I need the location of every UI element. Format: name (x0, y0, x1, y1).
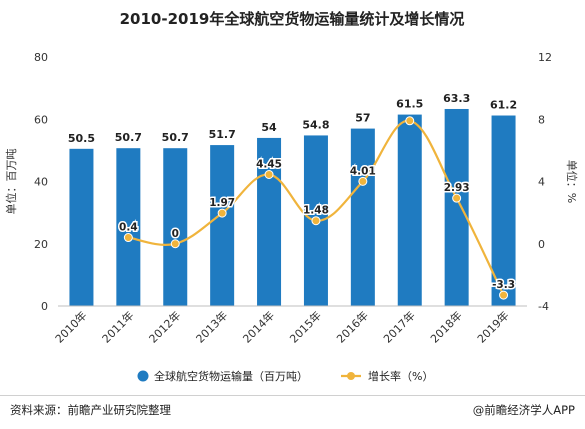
growth-line (128, 119, 505, 296)
bar (210, 145, 235, 306)
y-right-axis-title: 单位：% (565, 160, 579, 203)
bar (397, 114, 422, 306)
y-left-tick-label: 80 (34, 51, 48, 64)
growth-value-label: 0 (172, 228, 179, 240)
bar (444, 108, 469, 306)
y-left-tick-label: 20 (34, 238, 48, 251)
growth-value-label: 1.97 (209, 197, 235, 209)
source-note: 资料来源：前瞻产业研究院整理 (10, 403, 171, 417)
y-right-tick-label: 0 (538, 238, 545, 251)
footer-divider (0, 395, 585, 396)
growth-point (264, 169, 274, 179)
x-tick-label: 2015年 (287, 308, 324, 345)
y-left-axis-title: 单位：百万吨 (4, 149, 18, 215)
y-left-tick-label: 40 (34, 176, 48, 189)
legend-line-label: 增长率（%） (368, 369, 433, 383)
bar-value-label: 61.5 (396, 98, 423, 111)
bar (116, 148, 141, 306)
growth-value-label: 2.93 (444, 182, 470, 194)
bar-value-label: 61.2 (490, 99, 517, 112)
legend-bar-marker (137, 370, 149, 382)
growth-value-label: 0.4 (119, 222, 138, 234)
bar-value-label: 50.7 (115, 131, 142, 144)
growth-point (170, 239, 180, 249)
growth-point (405, 116, 415, 126)
x-tick-label: 2013年 (193, 308, 230, 345)
bar (69, 148, 94, 306)
growth-point (123, 233, 133, 243)
growth-point (311, 216, 321, 226)
x-tick-label: 2011年 (99, 308, 136, 345)
plot-area: 0 20 40 60 80 -4 0 4 8 12 单位：百万吨 单位：% 50.5 50.7 50.7 51… (4, 51, 579, 383)
growth-point (358, 176, 368, 186)
legend-bar-label: 全球航空货物运输量（百万吨） (154, 369, 308, 383)
bar-value-label: 51.7 (209, 128, 236, 141)
legend-line-dot (347, 372, 355, 380)
x-tick-label: 2016年 (333, 308, 370, 345)
x-tick-label: 2012年 (146, 308, 183, 345)
y-right-tick-label: 4 (538, 176, 545, 189)
y-right-tick-label: 12 (538, 51, 552, 64)
bar (350, 128, 375, 306)
bar (163, 148, 188, 306)
y-left-tick-label: 60 (34, 113, 48, 126)
chart-title: 2010-2019年全球航空货物运输量统计及增长情况 (120, 10, 465, 28)
growth-value-label: 4.45 (256, 158, 282, 170)
bar-value-label: 57 (355, 112, 370, 125)
bar-value-label: 54.8 (302, 118, 329, 131)
y-right-tick-label: -4 (538, 300, 549, 313)
x-tick-label: 2018年 (427, 308, 464, 345)
bar (491, 115, 516, 306)
growth-value-label: 4.01 (350, 165, 376, 177)
bar (257, 137, 282, 306)
x-tick-label: 2010年 (52, 308, 89, 345)
x-tick-label: 2017年 (380, 308, 417, 345)
growth-point (452, 193, 462, 203)
growth-point (217, 208, 227, 218)
bar-value-label: 50.5 (68, 132, 95, 145)
bar-value-label: 54 (261, 121, 277, 134)
x-tick-label: 2014年 (240, 308, 277, 345)
y-left-tick-label: 0 (41, 300, 48, 313)
growth-value-label: 1.48 (303, 205, 329, 217)
bar-value-label: 63.3 (443, 92, 470, 105)
credit-note: @前瞻经济学人APP (472, 403, 575, 417)
x-tick-label: 2019年 (474, 308, 511, 345)
y-right-tick-label: 8 (538, 113, 545, 126)
growth-value-label: -3.3 (492, 279, 515, 291)
bar-value-label: 50.7 (162, 131, 189, 144)
growth-point (499, 290, 509, 300)
